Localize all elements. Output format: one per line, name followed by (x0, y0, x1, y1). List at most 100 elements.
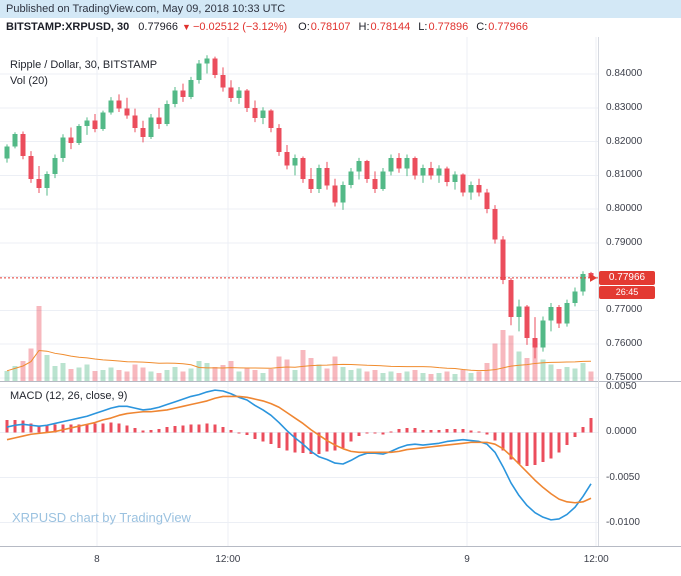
candle-body (388, 157, 394, 172)
volume-bar (556, 369, 562, 382)
candle-body (212, 58, 218, 75)
macd-histogram-bar (277, 432, 281, 448)
volume-bar (428, 374, 434, 382)
volume-bar (564, 366, 570, 382)
macd-histogram-bar (349, 432, 353, 442)
macd-histogram-bar (509, 432, 513, 460)
low-value: 0.77896 (428, 21, 469, 33)
price-axis-border (598, 37, 599, 546)
volume-bar (316, 364, 322, 382)
candle-body (452, 174, 458, 183)
macd-histogram-bar (85, 424, 89, 433)
candle-body (20, 134, 26, 156)
volume-bar (116, 370, 122, 382)
volume-bar (364, 371, 370, 382)
macd-histogram-bar (317, 432, 321, 455)
price-axis-label: 0.76000 (606, 338, 643, 350)
candle-body (220, 74, 226, 88)
macd-histogram-bar (381, 432, 385, 435)
price-axis-label: 0.75000 (606, 371, 643, 383)
close-label: C: (476, 21, 488, 33)
candle-body (364, 161, 370, 179)
volume-bar (332, 356, 338, 382)
macd-histogram-bar (261, 432, 265, 442)
macd-histogram-bar (45, 425, 49, 433)
candle-body (196, 63, 202, 81)
macd-pane[interactable] (0, 382, 598, 546)
candle-body (332, 185, 338, 203)
macd-histogram-bar (421, 429, 425, 433)
symbol-name[interactable]: BITSTAMP:XRPUSD, 30 (6, 21, 130, 33)
macd-histogram-bar (53, 424, 57, 433)
price-axis-label: 0.84000 (606, 68, 643, 80)
volume-bar (348, 370, 354, 382)
macd-histogram-bar (21, 420, 25, 433)
candle-body (300, 157, 306, 179)
macd-histogram-bar (93, 423, 97, 433)
tradingview-watermark-link[interactable]: XRPUSD chart by TradingView (12, 510, 191, 525)
volume-bar (436, 373, 442, 382)
time-axis[interactable]: 8 12:00 9 12:00 (0, 547, 681, 576)
macd-histogram-bar (301, 432, 305, 454)
macd-histogram-bar (333, 432, 337, 451)
macd-histogram-bar (549, 432, 553, 459)
close-value: 0.77966 (488, 21, 529, 33)
volume-bar (132, 364, 138, 382)
candle-body (580, 273, 586, 292)
macd-legend[interactable]: MACD (12, 26, close, 9) (10, 390, 128, 402)
macd-histogram-bar (173, 426, 177, 433)
open-label: O: (298, 21, 310, 33)
volume-bar (204, 362, 210, 382)
volume-bar (196, 361, 202, 382)
volume-bar (540, 359, 546, 382)
macd-histogram-bar (165, 427, 169, 433)
last-price-axis-label: 0.77966 (599, 270, 655, 285)
volume-bar (68, 369, 74, 382)
macd-histogram-bar (117, 423, 121, 433)
candle-body (436, 168, 442, 176)
macd-histogram-bar (189, 424, 193, 433)
candle-body (380, 171, 386, 189)
high-value: 0.78144 (370, 21, 411, 33)
macd-signal-line (6, 395, 592, 504)
macd-histogram-bar (581, 427, 585, 433)
volume-bar (532, 346, 538, 382)
candle-body (44, 174, 50, 189)
series-legend[interactable]: Ripple / Dollar, 30, BITSTAMP (10, 59, 158, 71)
candle-body (428, 167, 434, 176)
macd-histogram-bar (181, 425, 185, 433)
published-text: Published on TradingView.com, May 09, 20… (6, 3, 286, 15)
macd-histogram-bar (485, 432, 489, 435)
volume-bar (356, 368, 362, 382)
volume-bar (252, 370, 258, 382)
volume-bar (500, 330, 506, 382)
time-axis-label: 9 (464, 554, 470, 565)
macd-histogram-bar (557, 432, 561, 453)
low-group: L:0.77896 (418, 21, 468, 33)
volume-bar (308, 358, 314, 382)
candle-body (564, 303, 570, 324)
candle-body (404, 157, 410, 169)
volume-bar (124, 371, 130, 382)
macd-histogram-bar (13, 419, 17, 433)
candle-body (532, 338, 538, 348)
macd-histogram-bar (197, 424, 201, 433)
last-price: 0.77966 (138, 21, 179, 33)
time-axis-label: 12:00 (215, 554, 241, 565)
macd-histogram-bar (493, 432, 497, 441)
macd-histogram-bar (397, 428, 401, 433)
macd-histogram-bar (477, 431, 481, 433)
volume-bar (20, 361, 26, 382)
volume-legend[interactable]: Vol (20) (10, 75, 48, 87)
candle-body (556, 307, 562, 324)
volume-bar (524, 358, 530, 382)
main-chart-pane[interactable] (0, 37, 598, 382)
macd-histogram-bar (29, 423, 33, 433)
time-axis-label: 12:00 (583, 554, 609, 565)
volume-bar (420, 373, 426, 382)
volume-bar (372, 370, 378, 382)
candle-body (292, 157, 298, 166)
volume-bar (404, 371, 410, 382)
candle-body (372, 178, 378, 189)
pane-divider[interactable] (0, 381, 681, 382)
